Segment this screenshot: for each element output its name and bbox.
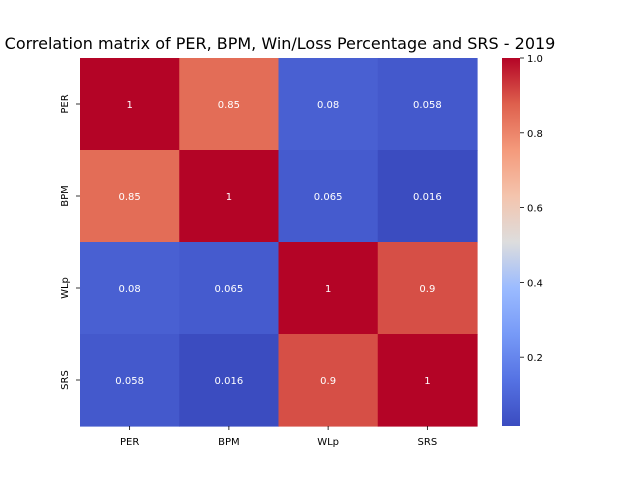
colorbar-tick-label: 0.6 [527,204,543,215]
x-axis: PER BPM WLp SRS [120,426,437,448]
heatmap-cell [80,150,180,243]
cell-annotation: 0.058 [413,100,442,111]
colorbar-tick-label: 0.4 [527,278,543,289]
cell-annotation: 0.9 [320,376,336,387]
cell-annotation: 1 [226,192,232,203]
cell-annotation: 0.065 [314,192,343,203]
y-axis: PER BPM WLp SRS [60,94,80,390]
x-tick-label: BPM [218,437,240,448]
heatmap-cell [80,334,180,427]
heatmap-cell [179,334,280,427]
heatmap-cell [278,334,379,427]
cell-annotation: 0.85 [218,100,240,111]
heatmap-cell [278,242,379,335]
y-tick-label: SRS [60,370,71,390]
heatmap-cell [278,58,379,151]
cell-annotation: 0.9 [419,284,435,295]
heatmap-cell [80,242,180,335]
heatmap-cell [80,58,180,151]
heatmap-cells [80,58,478,427]
heatmap-cell [179,150,280,243]
x-tick-label: SRS [418,437,438,448]
cell-annotation: 0.058 [115,376,144,387]
x-tick-label: PER [120,437,139,448]
cell-annotation: 0.08 [317,100,339,111]
colorbar [502,58,520,426]
heatmap-cell [278,150,379,243]
cell-annotation: 0.08 [118,284,140,295]
cell-annotation: 1 [424,376,430,387]
cell-annotation: 0.85 [118,192,140,203]
cell-annotation: 1 [325,284,331,295]
cell-annotation: 0.016 [413,192,442,203]
x-tick-label: WLp [317,437,339,448]
heatmap-cell [377,150,478,243]
colorbar-tick-label: 0.2 [527,353,543,364]
y-tick-label: BPM [60,185,71,207]
heatmap-cell [377,334,478,427]
cell-annotation: 0.065 [215,284,244,295]
heatmap-cell [377,58,478,151]
colorbar-axis: 0.2 0.4 0.6 0.8 1.0 [520,54,543,364]
y-tick-label: PER [60,94,71,113]
cell-annotations: 1 0.85 0.08 0.058 0.85 1 0.065 0.016 0.08 0.065 1 0… [115,100,441,387]
heatmap-cell [377,242,478,335]
y-tick-label: WLp [60,277,71,299]
heatmap-cell [179,58,280,151]
heatmap-cell [179,242,280,335]
chart-title: Correlation matrix of PER, BPM, Win/Loss… [5,34,556,53]
cell-annotation: 0.016 [215,376,244,387]
colorbar-tick-label: 0.8 [527,129,543,140]
colorbar-tick-label: 1.0 [527,54,543,65]
cell-annotation: 1 [126,100,132,111]
